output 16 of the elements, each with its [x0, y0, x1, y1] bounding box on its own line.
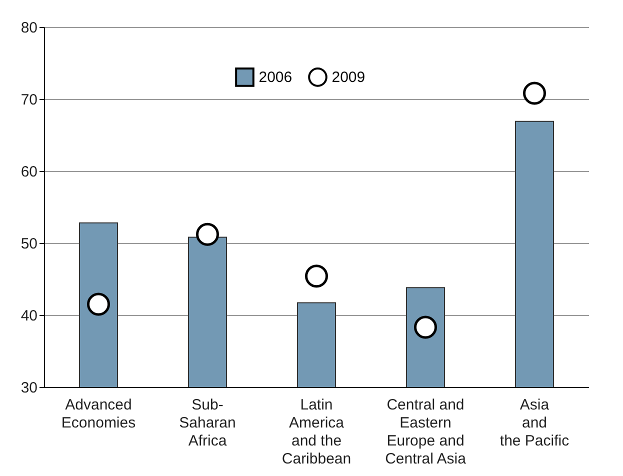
y-tick-label: 60	[20, 164, 38, 180]
y-tick-label: 70	[20, 92, 38, 108]
y-tick-label: 50	[20, 236, 38, 252]
x-tick-label: Sub- Saharan Africa	[179, 396, 236, 450]
point	[87, 292, 110, 316]
x-tick-label: Asia and the Pacific	[500, 396, 570, 450]
legend-label: 2009	[332, 69, 366, 86]
legend-label: 2006	[258, 69, 292, 86]
point	[414, 316, 437, 339]
x-tick-label: Central and Eastern Europe and Central Asia	[385, 396, 467, 468]
y-tick-label: 40	[20, 308, 38, 324]
point	[196, 222, 219, 246]
x-tick-label: Advanced Economies	[61, 396, 136, 432]
x-tick-label: Latin America and the Caribbean	[282, 396, 352, 468]
y-tick-label: 80	[20, 20, 38, 36]
y-tick-label: 30	[20, 380, 38, 396]
